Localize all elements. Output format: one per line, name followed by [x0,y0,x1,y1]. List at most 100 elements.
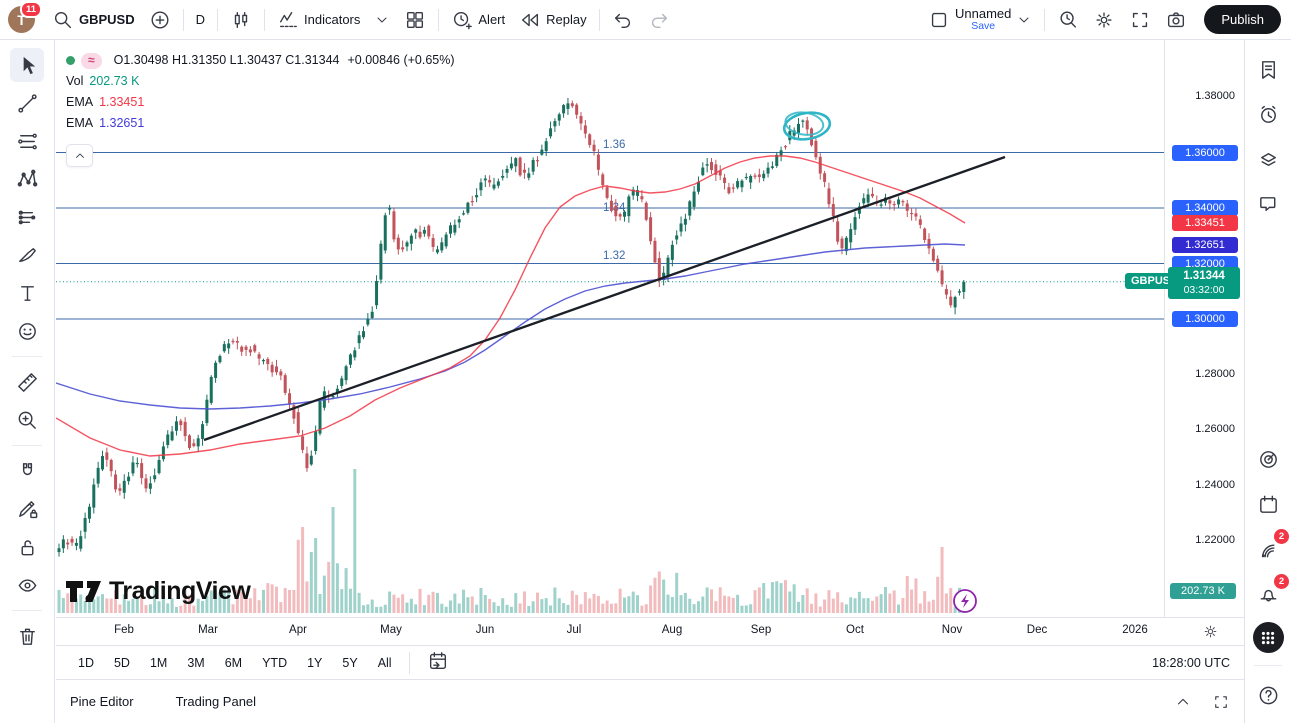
lock-drawings-button[interactable] [10,530,44,564]
notifications-count-badge: 2 [1274,574,1289,589]
trend-line-drawing[interactable] [203,155,1006,442]
calendar-button[interactable] [1251,487,1285,521]
watchlist-button[interactable] [1251,52,1285,86]
legend-ema2-row[interactable]: EMA 1.32651 [66,113,455,134]
emoji-icon [16,320,39,343]
timeframe-button-5y[interactable]: 5Y [334,652,365,674]
horizontal-levels[interactable]: 1.361.341.32 [56,139,1164,320]
legend-collapse-button[interactable] [66,144,93,167]
interval-button[interactable]: D [189,5,212,35]
legend-main-row[interactable]: ≈ O1.30498 H1.31350 L1.30437 C1.31344 +0… [66,50,455,71]
chevron-down-icon [1016,12,1032,28]
cursor-tool-button[interactable] [10,48,44,82]
timeframe-button-1y[interactable]: 1Y [299,652,330,674]
right-sidebar: 2 2 [1244,40,1291,723]
chat-bubble-icon [1257,193,1280,216]
go-to-date-button[interactable] [419,646,457,679]
calendar-icon [1257,493,1280,516]
time-axis[interactable]: Feb Mar Apr May Jun Jul Aug Sep Oct Nov Dec 2026 [56,617,1244,645]
session-clock[interactable]: 18:28:00 UTC [1152,655,1230,670]
timeframe-button-3m[interactable]: 3M [179,652,212,674]
layout-select-button[interactable]: Unnamed Save [921,5,1039,35]
price-axis-badge: 1.30000 [1172,311,1238,327]
axis-settings-gear-icon[interactable] [1202,623,1219,640]
indicator-templates-button[interactable] [367,5,397,35]
fullscreen-button[interactable] [1122,5,1158,35]
snapshot-button[interactable] [1158,5,1194,35]
magnet-mode-button[interactable] [10,454,44,488]
timeframe-button-6m[interactable]: 6M [217,652,250,674]
timeframe-button-ytd[interactable]: YTD [254,652,295,674]
timeframe-button-5d[interactable]: 5D [106,652,138,674]
brush-tool-button[interactable] [10,238,44,272]
toolbar-separator [217,8,219,31]
text-tool-button[interactable] [10,276,44,310]
publish-button[interactable]: Publish [1204,5,1281,34]
camera-icon [1165,9,1187,31]
price-axis[interactable]: 1.38000 1.28000 1.26000 1.24000 1.22000 1.360… [1164,40,1244,617]
legend-ema1-row[interactable]: EMA 1.33451 [66,92,455,113]
chart-style-button[interactable] [223,5,259,35]
symbol-search-button[interactable]: GBPUSD [45,5,142,35]
alert-button[interactable]: Alert [444,5,512,35]
indicators-button[interactable]: Indicators [270,5,367,35]
fib-lines-tool-button[interactable] [10,124,44,158]
undo-button[interactable] [605,5,641,35]
screener-button[interactable] [1251,442,1285,476]
timeframe-button-all[interactable]: All [370,652,400,674]
replay-button[interactable]: Replay [512,5,593,35]
layers-icon [1257,148,1280,171]
timeframe-bar: 1D 5D 1M 3M 6M YTD 1Y 5Y All 18:28:00 UTC [56,645,1244,679]
trend-line-tool-button[interactable] [10,86,44,120]
chats-button[interactable] [1251,187,1285,221]
plus-circle-icon [149,9,171,31]
ema1-label: EMA [66,95,94,109]
quick-search-button[interactable] [1050,5,1086,35]
notifications-button[interactable]: 2 [1251,574,1289,611]
chart-settings-button[interactable] [1086,5,1122,35]
pattern-tool-button[interactable] [10,162,44,196]
panel-maximize-icon[interactable] [1212,693,1230,711]
panel-tab-pine-editor[interactable]: Pine Editor [70,694,134,709]
alert-clock-icon [451,9,473,31]
help-button[interactable] [1251,678,1285,712]
symbol-name: GBPUSD [79,12,135,27]
layout-name-label: Unnamed [954,5,1012,21]
bell-icon [1257,583,1280,606]
layout-grid-button[interactable] [397,5,433,35]
time-axis-label: 2026 [1122,624,1148,636]
panel-controls [1174,693,1230,711]
user-avatar[interactable]: T 11 [8,1,42,33]
emoji-tool-button[interactable] [10,314,44,348]
measure-tool-button[interactable] [10,365,44,399]
zoom-in-tool-button[interactable] [10,403,44,437]
timeframe-button-1d[interactable]: 1D [70,652,102,674]
price-axis-badge: 1.33451 [1172,215,1238,232]
object-tree-button[interactable] [1251,142,1285,176]
panel-expand-chevron-icon[interactable] [1174,693,1192,711]
compare-add-symbol-button[interactable] [142,5,178,35]
projection-tool-button[interactable] [10,200,44,234]
price-axis-label: 1.22000 [1195,534,1235,546]
remove-objects-button[interactable] [10,619,44,653]
panel-tab-trading-panel[interactable]: Trading Panel [175,694,257,709]
toolbar-separator [182,8,184,31]
avatar-letter: T [17,11,26,28]
chart-canvas[interactable]: 1.361.341.32 TradingView [56,40,1164,617]
redo-button[interactable] [641,5,677,35]
legend-volume-row[interactable]: Vol 202.73 K [66,71,455,92]
alerts-button[interactable] [1251,97,1285,131]
instant-trading-marker[interactable] [953,589,977,613]
hide-drawings-button[interactable] [10,568,44,602]
stay-drawing-mode-button[interactable] [10,492,44,526]
save-label[interactable]: Save [971,19,996,32]
delayed-data-badge[interactable]: ≈ [81,52,102,69]
apps-menu-button[interactable] [1252,622,1284,653]
streams-button[interactable]: 2 [1251,529,1289,566]
ellipse-annotation[interactable] [782,110,832,143]
ema-fast-line[interactable] [56,155,966,457]
chevron-down-icon [374,12,390,28]
ema-slow-line[interactable] [56,243,966,410]
timeframe-button-1m[interactable]: 1M [142,652,175,674]
